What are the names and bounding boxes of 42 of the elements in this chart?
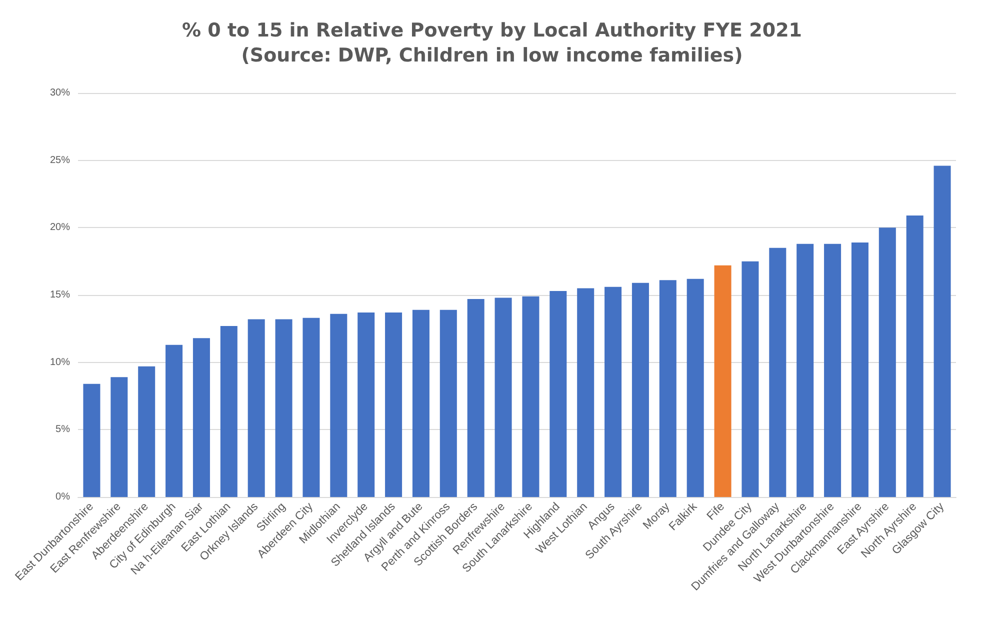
bar — [220, 326, 238, 497]
bar — [769, 248, 786, 497]
y-tick-label: 10% — [50, 356, 70, 368]
bar — [742, 261, 759, 497]
bar — [192, 338, 210, 497]
bar — [275, 319, 292, 497]
bar — [412, 310, 430, 497]
bar — [166, 344, 183, 497]
bar — [878, 228, 896, 497]
bar — [248, 319, 265, 497]
bar — [110, 377, 128, 497]
y-tick-label: 20% — [50, 222, 70, 234]
bar — [83, 384, 100, 497]
chart-subtitle: (Source: DWP, Children in low income families) — [241, 44, 743, 66]
bar — [906, 216, 924, 497]
bar — [824, 244, 842, 497]
y-tick-label: 5% — [56, 424, 70, 436]
bar — [714, 265, 732, 497]
bar — [577, 288, 594, 497]
y-tick-label: 0% — [56, 492, 70, 502]
bar — [659, 280, 676, 497]
bar — [550, 290, 567, 497]
bar — [302, 318, 320, 497]
bar — [604, 286, 622, 497]
bar — [467, 299, 484, 497]
y-tick-label: 25% — [50, 154, 70, 166]
bar — [522, 296, 540, 497]
y-tick-label: 15% — [50, 290, 70, 300]
bar — [494, 298, 512, 497]
x-tick-label: Fife — [704, 500, 728, 523]
bar — [385, 312, 402, 497]
chart-title: % 0 to 15 in Relative Poverty by Local Authority FYE 2021 — [182, 20, 802, 42]
bar — [138, 366, 156, 497]
bar — [796, 244, 814, 497]
bar — [686, 278, 704, 497]
bar — [358, 312, 375, 497]
bar — [440, 310, 457, 497]
y-tick-label: 30% — [50, 88, 70, 98]
bar — [851, 242, 868, 497]
bar — [330, 314, 348, 497]
bar — [632, 282, 649, 497]
bar — [934, 166, 951, 497]
